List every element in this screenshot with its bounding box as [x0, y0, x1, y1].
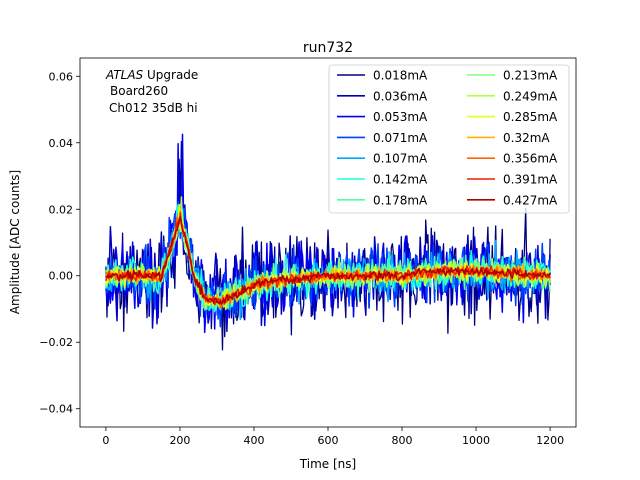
legend-label: 0.356mA — [503, 152, 558, 166]
x-tick-label: 600 — [318, 434, 339, 447]
x-tick-label: 800 — [392, 434, 413, 447]
x-tick-label: 200 — [169, 434, 190, 447]
legend-label: 0.018mA — [373, 69, 428, 83]
legend-label: 0.053mA — [373, 110, 428, 124]
chart-title: run732 — [303, 40, 353, 56]
x-tick-label: 400 — [243, 434, 264, 447]
y-axis-label: Amplitude [ADC counts] — [8, 170, 22, 314]
y-tick-label: 0.02 — [49, 203, 74, 216]
annotation-line-1: ATLAS Upgrade — [105, 68, 198, 82]
x-tick-label: 0 — [102, 434, 109, 447]
series-layer — [105, 133, 551, 351]
y-tick-label: 0.06 — [49, 70, 74, 83]
legend-label: 0.249mA — [503, 89, 558, 103]
annotation-atlas: ATLAS — [105, 68, 144, 82]
legend-label: 0.071mA — [373, 131, 428, 145]
legend-label: 0.107mA — [373, 152, 428, 166]
x-axis-label: Time [ns] — [299, 457, 356, 471]
legend-box — [328, 64, 570, 214]
legend-label: 0.213mA — [503, 69, 558, 83]
annotation-upgrade: Upgrade — [143, 68, 198, 82]
legend-label: 0.391mA — [503, 173, 558, 187]
annotation-line-2: Board260 — [110, 84, 168, 98]
annotation-line-3: Ch012 35dB hi — [109, 101, 198, 115]
legend-label: 0.178mA — [373, 193, 428, 207]
legend-label: 0.427mA — [503, 193, 558, 207]
y-tick-label: 0.00 — [49, 270, 74, 283]
x-tick-label: 1000 — [462, 434, 490, 447]
legend-label: 0.142mA — [373, 173, 428, 187]
series-line-0.427mA — [105, 216, 551, 305]
legend-label: 0.036mA — [373, 89, 428, 103]
y-tick-label: −0.02 — [39, 336, 73, 349]
y-tick-label: −0.04 — [39, 403, 73, 416]
atlas-annotation: ATLAS Upgrade Board260 Ch012 35dB hi — [105, 68, 198, 115]
legend: 0.018mA 0.036mA 0.053mA 0.071mA 0.107mA 0.142… — [328, 64, 570, 214]
x-tick-label: 1200 — [536, 434, 564, 447]
y-tick-label: 0.04 — [49, 137, 74, 150]
legend-label: 0.32mA — [503, 131, 550, 145]
legend-label: 0.285mA — [503, 110, 558, 124]
axis-ticks: 0 200 400 600 800 1000 1200 −0.04 −0.02 0.00 0.02 0… — [39, 70, 564, 447]
